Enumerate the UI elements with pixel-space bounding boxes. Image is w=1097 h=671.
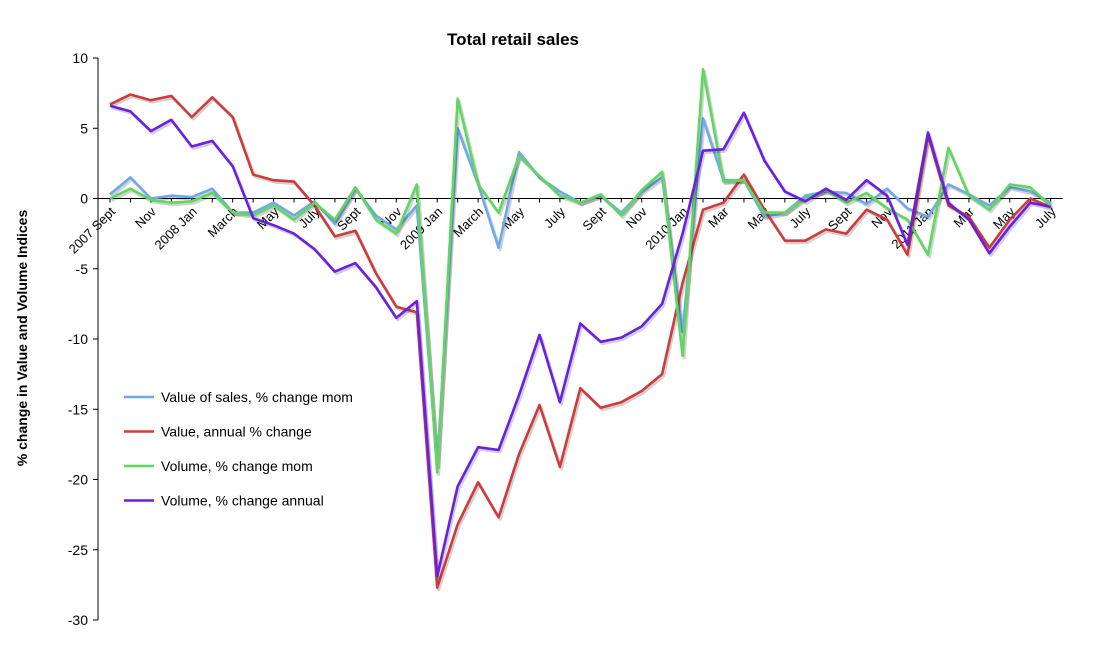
x-tick-label: Sept xyxy=(579,204,609,234)
legend-label-3: Volume, % change annual xyxy=(161,493,324,509)
y-tick-label: -5 xyxy=(76,261,89,277)
y-tick-label: 5 xyxy=(80,120,88,136)
series-line-1 xyxy=(109,93,1052,590)
x-tick-label: Nov xyxy=(132,204,159,231)
x-tick-label: 2007 Sept xyxy=(66,204,119,257)
y-tick-label: -10 xyxy=(68,331,88,347)
legend-label-0: Value of sales, % change mom xyxy=(161,389,353,405)
legend-label-1: Value, annual % change xyxy=(161,424,312,440)
y-tick-label: 0 xyxy=(80,191,88,207)
legend-label-2: Volume, % change mom xyxy=(161,458,313,474)
y-tick-label: -25 xyxy=(68,542,88,558)
series-layer xyxy=(109,67,1054,592)
chart-title: Total retail sales xyxy=(447,30,579,49)
series-line-2 xyxy=(109,67,1052,474)
x-tick-label: 2008 Jan xyxy=(151,204,199,252)
y-tick-label: -30 xyxy=(68,612,88,628)
y-tick-label: -15 xyxy=(68,401,88,417)
series-line-3 xyxy=(109,104,1051,578)
x-tick-label: July xyxy=(541,204,568,231)
y-tick-label: 10 xyxy=(72,50,88,66)
y-axis-label: % change in Value and Volume Indices xyxy=(14,210,30,467)
x-tick-label: March xyxy=(205,204,241,240)
legend: Value of sales, % change mom Value, annua… xyxy=(124,389,353,509)
series-shadow-2 xyxy=(110,69,1054,476)
y-tick-label: -20 xyxy=(68,472,88,488)
